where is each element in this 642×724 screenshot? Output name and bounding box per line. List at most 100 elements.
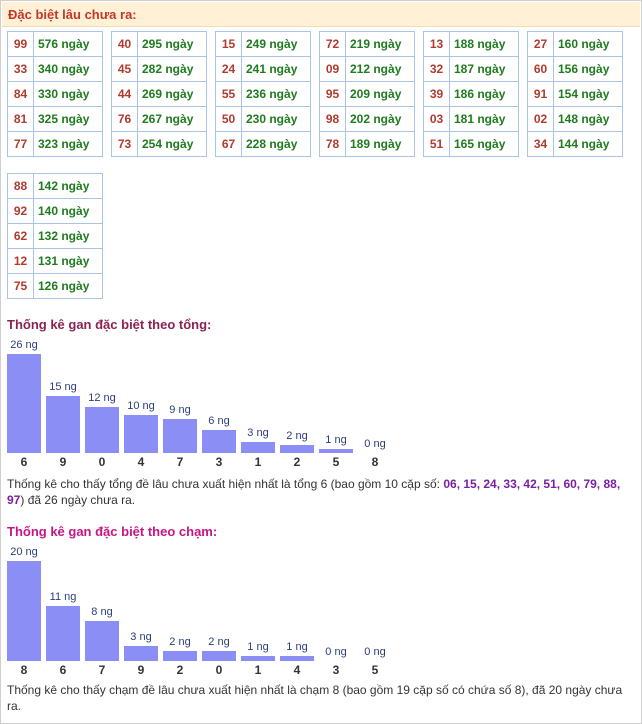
cham-category-label: 6	[59, 663, 67, 677]
cham-category-label: 5	[371, 663, 379, 677]
number-cell: 77	[7, 131, 34, 157]
cham-category-label: 0	[215, 663, 223, 677]
tong-value-label: 6 ng	[208, 415, 230, 427]
table-row: 13 188 ngày	[423, 31, 519, 57]
tong-category-label: 7	[176, 455, 184, 469]
table-row: 75 126 ngày	[7, 273, 103, 299]
number-cell: 99	[7, 31, 34, 57]
cham-bar-chart: 20 ng 8 11 ng 6 8 ng 7 3 ng 9 2 ng 2 2 ng 0 1 ng 1 1 n…	[7, 544, 397, 678]
number-cell: 24	[215, 56, 242, 82]
table-row: 24 241 ngày	[215, 56, 311, 82]
table-row: 99 576 ngày	[7, 31, 103, 57]
table-row: 84 330 ngày	[7, 81, 103, 107]
panel-title: Đặc biệt lâu chưa ra:	[8, 7, 137, 22]
cham-category-label: 3	[332, 663, 340, 677]
table-row: 81 325 ngày	[7, 106, 103, 132]
number-cell: 03	[423, 106, 450, 132]
number-cell: 27	[527, 31, 554, 57]
tong-category-label: 1	[254, 455, 262, 469]
number-cell: 92	[7, 198, 34, 224]
number-cell: 09	[319, 56, 346, 82]
tong-note-prefix: Thống kê cho thấy tổng đề lâu chưa xuất …	[7, 477, 444, 491]
tong-category-label: 2	[293, 455, 301, 469]
cham-value-label: 0 ng	[325, 646, 347, 658]
tong-bar	[280, 445, 314, 453]
number-cell: 39	[423, 81, 450, 107]
days-cell: 241 ngày	[241, 56, 311, 82]
tong-summary-note: Thống kê cho thấy tổng đề lâu chưa xuất …	[7, 476, 637, 508]
table-row: 02 148 ngày	[527, 106, 623, 132]
table-row: 33 340 ngày	[7, 56, 103, 82]
table-row: 76 267 ngày	[111, 106, 207, 132]
number-cell: 15	[215, 31, 242, 57]
gan-table: 13 188 ngày 32 187 ngày 39 186 ngày 03 181 ngày…	[423, 31, 519, 157]
tong-bar	[85, 407, 119, 453]
panel-header: Đặc biệt lâu chưa ra:	[2, 2, 640, 27]
tong-category-label: 8	[371, 455, 379, 469]
days-cell: 282 ngày	[137, 56, 207, 82]
cham-summary-note: Thống kê cho thấy chạm đề lâu chưa xuất …	[7, 683, 623, 713]
table-row: 03 181 ngày	[423, 106, 519, 132]
tong-category-label: 4	[137, 455, 145, 469]
cham-value-label: 2 ng	[208, 636, 230, 648]
tong-value-label: 12 ng	[88, 392, 116, 404]
days-cell: 230 ngày	[241, 106, 311, 132]
days-cell: 160 ngày	[553, 31, 623, 57]
table-row: 32 187 ngày	[423, 56, 519, 82]
number-cell: 34	[527, 131, 554, 157]
tong-value-label: 3 ng	[247, 427, 269, 439]
cham-bar	[46, 606, 80, 661]
tong-value-label: 0 ng	[364, 438, 386, 450]
tong-value-label: 26 ng	[10, 339, 38, 351]
table-row: 12 131 ngày	[7, 248, 103, 274]
days-cell: 330 ngày	[33, 81, 103, 107]
table-row: 27 160 ngày	[527, 31, 623, 57]
number-cell: 60	[527, 56, 554, 82]
days-cell: 156 ngày	[553, 56, 623, 82]
days-cell: 269 ngày	[137, 81, 207, 107]
cham-value-label: 1 ng	[247, 641, 269, 653]
table-row: 78 189 ngày	[319, 131, 415, 157]
cham-value-label: 1 ng	[286, 641, 308, 653]
cham-value-label: 3 ng	[130, 631, 152, 643]
cham-bar	[85, 621, 119, 661]
table-row: 34 144 ngày	[527, 131, 623, 157]
tong-value-label: 1 ng	[325, 434, 347, 446]
cham-value-label: 2 ng	[169, 636, 191, 648]
table-row: 62 132 ngày	[7, 223, 103, 249]
tong-section-title: Thống kê gan đặc biệt theo tổng:	[7, 317, 212, 332]
cham-value-label: 0 ng	[364, 646, 386, 658]
gan-table: 27 160 ngày 60 156 ngày 91 154 ngày 02 148 ngày…	[527, 31, 623, 157]
days-cell: 181 ngày	[449, 106, 519, 132]
days-cell: 323 ngày	[33, 131, 103, 157]
tong-bar	[202, 430, 236, 453]
tong-category-label: 0	[98, 455, 106, 469]
days-cell: 340 ngày	[33, 56, 103, 82]
table-row: 09 212 ngày	[319, 56, 415, 82]
days-cell: 267 ngày	[137, 106, 207, 132]
number-cell: 45	[111, 56, 138, 82]
cham-value-label: 20 ng	[10, 546, 38, 558]
days-cell: 188 ngày	[449, 31, 519, 57]
cham-category-label: 4	[293, 663, 301, 677]
tong-category-label: 6	[20, 455, 28, 469]
cham-bar	[241, 656, 275, 661]
tong-category-label: 9	[59, 455, 67, 469]
tong-bar	[46, 396, 80, 453]
days-cell: 202 ngày	[345, 106, 415, 132]
number-cell: 84	[7, 81, 34, 107]
table-row: 72 219 ngày	[319, 31, 415, 57]
days-cell: 186 ngày	[449, 81, 519, 107]
tong-bar	[163, 419, 197, 453]
cham-category-label: 8	[20, 663, 28, 677]
days-cell: 140 ngày	[33, 198, 103, 224]
days-cell: 148 ngày	[553, 106, 623, 132]
number-cell: 78	[319, 131, 346, 157]
table-row: 50 230 ngày	[215, 106, 311, 132]
number-cell: 72	[319, 31, 346, 57]
tong-bar	[124, 415, 158, 453]
number-cell: 91	[527, 81, 554, 107]
number-cell: 76	[111, 106, 138, 132]
days-cell: 219 ngày	[345, 31, 415, 57]
